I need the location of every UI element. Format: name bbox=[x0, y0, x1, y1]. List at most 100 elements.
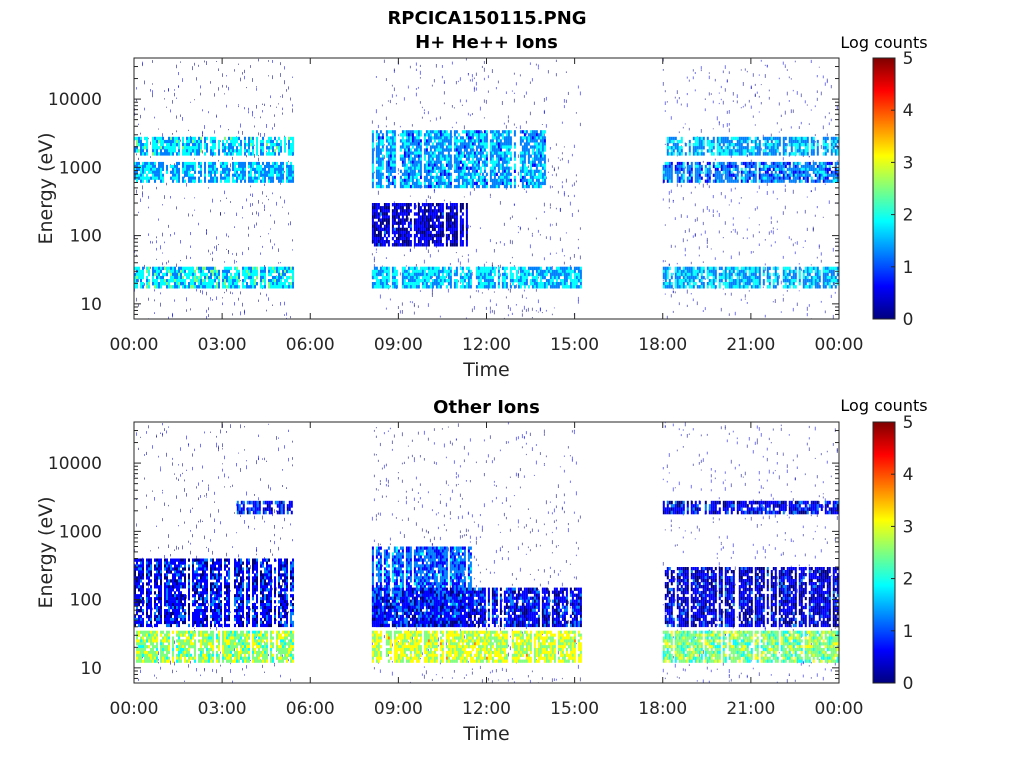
speckle bbox=[702, 208, 704, 213]
band-cell bbox=[240, 149, 242, 153]
speckle bbox=[172, 100, 173, 104]
speckle bbox=[573, 194, 575, 198]
band-cell bbox=[539, 139, 542, 143]
band-cell bbox=[545, 285, 548, 289]
band-cell bbox=[447, 218, 450, 222]
speckle bbox=[202, 130, 203, 134]
band-cell bbox=[682, 285, 685, 289]
band-cell bbox=[505, 163, 508, 167]
band-cell bbox=[381, 212, 384, 216]
speckle bbox=[423, 112, 425, 115]
band-cell bbox=[487, 285, 490, 289]
band-cell bbox=[377, 142, 380, 146]
band-cell bbox=[256, 176, 258, 180]
speckle bbox=[232, 313, 233, 316]
band-cell bbox=[252, 279, 254, 283]
band-cell bbox=[401, 215, 404, 219]
band-cell bbox=[238, 176, 240, 180]
band-cell bbox=[439, 139, 442, 143]
speckle bbox=[559, 159, 561, 161]
band-cell bbox=[260, 149, 262, 153]
speckle bbox=[676, 183, 678, 187]
band-cell bbox=[571, 282, 574, 286]
band-cell bbox=[178, 136, 180, 141]
speckle bbox=[676, 99, 678, 104]
band-cell bbox=[565, 272, 568, 277]
speckle bbox=[202, 132, 203, 136]
speckle bbox=[732, 217, 734, 220]
band-cell bbox=[385, 275, 388, 280]
band-cell bbox=[282, 170, 284, 174]
band-cell bbox=[435, 275, 438, 280]
band-cell bbox=[292, 282, 294, 286]
speckle bbox=[541, 124, 543, 125]
band-cell bbox=[666, 285, 669, 289]
band-cell bbox=[686, 266, 689, 271]
speckle bbox=[561, 185, 563, 189]
band-cell bbox=[523, 136, 526, 140]
speckle bbox=[816, 206, 818, 209]
band-cell bbox=[214, 285, 216, 289]
band-cell bbox=[144, 170, 146, 174]
band-cell bbox=[447, 272, 450, 277]
band-cell bbox=[268, 164, 270, 169]
speckle bbox=[493, 291, 495, 293]
band-cell bbox=[270, 167, 272, 171]
speckle bbox=[393, 122, 395, 126]
speckle bbox=[475, 248, 477, 253]
speckle bbox=[732, 229, 734, 231]
band-cell bbox=[447, 163, 450, 167]
speckle bbox=[162, 252, 163, 254]
band-cell bbox=[192, 176, 194, 180]
band-cell bbox=[449, 224, 452, 228]
speckle bbox=[144, 80, 145, 85]
band-cell bbox=[411, 266, 414, 271]
band-cell bbox=[397, 240, 400, 244]
band-cell bbox=[272, 282, 274, 286]
band-cell bbox=[260, 152, 262, 156]
band-cell bbox=[152, 272, 154, 277]
band-cell bbox=[379, 272, 382, 277]
band-cell bbox=[535, 169, 538, 173]
band-cell bbox=[232, 139, 234, 144]
band-cell bbox=[431, 236, 434, 241]
band-cell bbox=[401, 163, 404, 167]
band-cell bbox=[417, 166, 420, 170]
band-cell bbox=[415, 230, 418, 235]
band-cell bbox=[487, 282, 490, 286]
band-cell bbox=[479, 130, 482, 134]
band-cell bbox=[555, 272, 558, 277]
band-cell bbox=[260, 279, 262, 283]
speckle bbox=[730, 188, 732, 192]
speckle bbox=[708, 72, 710, 74]
speckle bbox=[168, 316, 169, 319]
speckle bbox=[292, 104, 293, 107]
speckle bbox=[541, 312, 543, 314]
band-cell bbox=[455, 169, 458, 173]
band-cell bbox=[379, 169, 382, 173]
band-cell bbox=[401, 209, 404, 213]
band-cell bbox=[523, 178, 526, 183]
band-cell bbox=[535, 269, 538, 274]
band-cell bbox=[674, 275, 677, 280]
band-cell bbox=[465, 206, 468, 210]
band-cell bbox=[505, 181, 508, 186]
band-cell bbox=[481, 148, 484, 152]
band-cell bbox=[541, 282, 544, 286]
band-cell bbox=[409, 240, 412, 244]
band-cell bbox=[150, 164, 152, 169]
band-cell bbox=[264, 173, 266, 177]
band-cell bbox=[465, 221, 468, 225]
speckle bbox=[567, 195, 569, 197]
speckle bbox=[280, 183, 281, 185]
band-cell bbox=[156, 149, 158, 153]
band-cell bbox=[236, 170, 238, 174]
band-cell bbox=[555, 285, 558, 289]
band-cell bbox=[250, 266, 252, 271]
band-cell bbox=[495, 148, 498, 152]
band-cell bbox=[437, 130, 440, 134]
band-cell bbox=[537, 272, 540, 277]
band-cell bbox=[413, 206, 416, 210]
band-cell bbox=[276, 266, 278, 271]
band-cell bbox=[447, 142, 450, 146]
